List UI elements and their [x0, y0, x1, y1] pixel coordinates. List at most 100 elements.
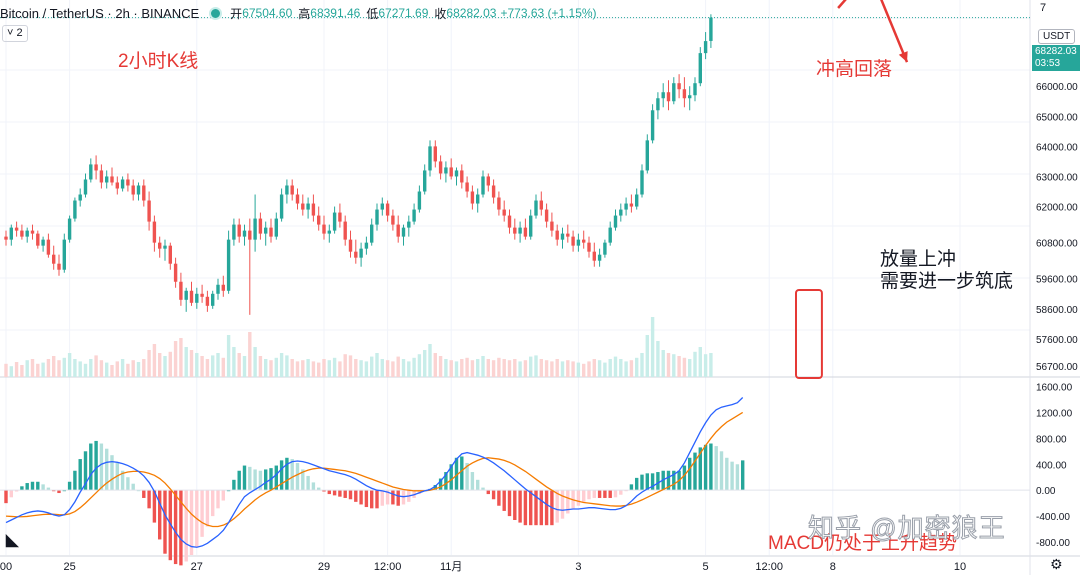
candle-body — [693, 83, 697, 96]
candle-body — [173, 263, 178, 282]
macd-histogram-bar — [714, 446, 718, 491]
macd-histogram-bar — [354, 490, 358, 502]
candle-body — [703, 41, 708, 54]
candle-body — [211, 293, 215, 306]
macd-histogram-bar — [184, 490, 188, 562]
close-label: 收 — [434, 6, 447, 21]
volume-bar — [597, 360, 602, 377]
macd-histogram-bar — [163, 490, 167, 554]
price-axis-label: 57600.00 — [1036, 335, 1078, 346]
macd-histogram-bar — [444, 472, 448, 491]
macd-axis-label: 800.00 — [1036, 434, 1067, 445]
volume-bar — [317, 362, 321, 377]
volume-bar — [9, 366, 13, 377]
volume-bar — [211, 355, 215, 377]
macd-histogram-bar — [576, 490, 581, 506]
macd-histogram-bar — [375, 490, 379, 509]
symbol-title[interactable]: Bitcoin / TetherUS · 2h · BINANCE — [0, 5, 200, 21]
macd-histogram-bar — [364, 490, 369, 508]
candle-body — [661, 92, 665, 99]
candle-body — [375, 209, 379, 225]
trend-arrow-line — [837, 0, 847, 9]
currency-button[interactable]: USDT — [1038, 29, 1076, 44]
volume-bar — [20, 365, 24, 377]
macd-histogram-bar — [359, 490, 363, 505]
macd-histogram-bar — [534, 490, 538, 526]
indicator-toggle-button[interactable]: ˅ 2 — [2, 25, 28, 42]
candle-body — [142, 185, 146, 201]
macd-histogram-bar — [603, 490, 607, 498]
volume-bar — [460, 359, 464, 377]
open-value: 67504.60 — [242, 6, 293, 20]
candle-body — [497, 197, 501, 210]
price-axis-label: 60800.00 — [1036, 239, 1078, 250]
macd-histogram-bar — [248, 466, 252, 491]
volume-bar — [688, 359, 692, 377]
volume-bar — [672, 354, 676, 377]
candle-body — [513, 227, 517, 234]
macd-histogram-bar — [486, 490, 490, 495]
candle-body — [311, 203, 316, 216]
volume-bar — [285, 355, 289, 377]
candle-body — [152, 221, 157, 243]
volume-bar — [338, 361, 342, 377]
volume-bar — [481, 356, 485, 377]
volume-bar — [115, 361, 119, 377]
volume-bar — [327, 360, 331, 377]
volume-bar — [14, 362, 19, 377]
volume-bar — [364, 361, 369, 377]
price-axis-label: 59600.00 — [1036, 275, 1078, 286]
macd-histogram-bar — [290, 459, 294, 491]
macd-histogram-bar — [73, 470, 77, 491]
volume-bar — [682, 357, 687, 377]
volume-bar — [221, 357, 225, 377]
candle-body — [184, 290, 188, 300]
volume-bar — [401, 359, 406, 377]
volume-bar — [645, 335, 649, 377]
candle-body — [348, 239, 353, 252]
macd-histogram-bar — [650, 473, 655, 491]
annotation-title: 2小时K线 — [118, 51, 199, 72]
candle-body — [603, 242, 607, 255]
macd-histogram-bar — [89, 443, 93, 491]
volume-bar — [428, 344, 432, 377]
macd-histogram-bar — [242, 465, 247, 491]
macd-histogram-bar — [211, 490, 215, 517]
candle-body — [99, 170, 104, 183]
candle-body — [242, 230, 247, 237]
candle-body — [205, 296, 210, 306]
macd-histogram-bar — [317, 487, 321, 491]
volume-bar — [89, 359, 93, 377]
candle-body — [322, 224, 326, 234]
gear-icon[interactable]: ⚙ — [1050, 556, 1063, 572]
macd-histogram-bar — [332, 490, 337, 496]
high-label: 高 — [298, 6, 311, 21]
macd-histogram-bar — [539, 490, 543, 526]
macd-histogram-bar — [608, 490, 612, 498]
candle-body — [635, 194, 639, 207]
candle-body — [354, 251, 358, 258]
candle-body — [306, 203, 310, 210]
volume-bar — [237, 353, 241, 377]
macd-histogram-bar — [57, 490, 61, 494]
macd-histogram-bar — [168, 490, 172, 561]
candle-body — [115, 182, 119, 189]
volume-bar — [470, 360, 475, 377]
macd-histogram-bar — [152, 490, 157, 523]
volume-bar — [619, 359, 623, 377]
macd-histogram-bar — [67, 481, 72, 491]
macd-histogram-bar — [529, 490, 533, 526]
macd-histogram-bar — [613, 490, 618, 498]
macd-histogram-bar — [709, 443, 713, 491]
macd-histogram-bar — [380, 490, 384, 506]
candle-body — [285, 185, 289, 195]
macd-histogram-bar — [741, 460, 745, 491]
candle-body — [709, 17, 713, 41]
candle-body — [412, 209, 416, 222]
candle-body — [550, 221, 554, 231]
candle-body — [597, 254, 602, 261]
arrow-head-icon — [898, 51, 908, 63]
volume-bar — [163, 356, 167, 377]
candle-body — [136, 185, 141, 195]
